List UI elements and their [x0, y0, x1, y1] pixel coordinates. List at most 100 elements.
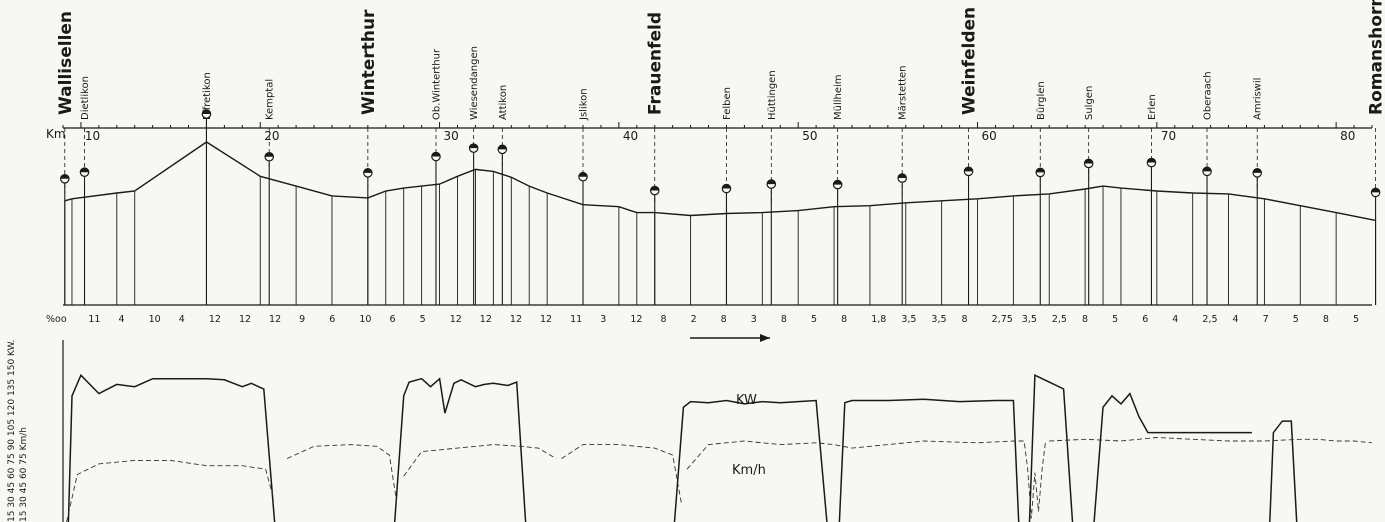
- gradient-value: 11: [570, 314, 582, 325]
- gradient-value: 3,5: [931, 314, 946, 325]
- station-marker-fill: [265, 152, 274, 157]
- kmh-curve: [66, 459, 274, 522]
- station-label: Frauenfeld: [646, 12, 666, 115]
- kw-curve: [1093, 392, 1252, 522]
- station-label: Romanshorn: [1367, 0, 1385, 115]
- station-marker-fill: [833, 180, 842, 185]
- kmh-curve: [286, 444, 397, 501]
- gradient-value: 2: [691, 314, 697, 325]
- gradient-value: 8: [1323, 314, 1329, 325]
- gradient-value: 12: [239, 314, 251, 325]
- station-marker-fill: [202, 109, 211, 114]
- station-label: Felben: [722, 87, 733, 120]
- station-marker-fill: [964, 167, 973, 172]
- station-marker-fill: [650, 186, 659, 191]
- kmh-curve: [686, 440, 1047, 519]
- station-marker-fill: [1371, 188, 1380, 193]
- station-label: Ob.Winterthur: [431, 48, 442, 120]
- gradient-value: 10: [149, 314, 161, 325]
- gradient-value: 10: [359, 314, 371, 325]
- km-tick-label: 50: [802, 129, 817, 143]
- gradient-value: 2,5: [1052, 314, 1067, 325]
- station-label: Attikon: [498, 85, 509, 120]
- kmh-curve: [403, 444, 557, 477]
- gradient-value: 3: [600, 314, 606, 325]
- km-tick-label: 10: [85, 129, 100, 143]
- gradient-value: 1,8: [871, 314, 886, 325]
- km-axis-label: Km: [46, 127, 66, 141]
- gradient-value: 5: [1293, 314, 1299, 325]
- elevation-profile: [63, 141, 1377, 306]
- station-label: Winterthur: [359, 9, 379, 115]
- km-tick-label: 60: [982, 129, 997, 143]
- gradient-value: 8: [1082, 314, 1088, 325]
- station-label: Effretikon: [202, 72, 213, 120]
- gradient-value: 8: [962, 314, 968, 325]
- station-label: Sulgen: [1084, 86, 1095, 120]
- station-label: Amriswil: [1253, 78, 1264, 120]
- station-marker-fill: [60, 174, 69, 179]
- gradient-value: 5: [811, 314, 817, 325]
- gradient-value: 6: [389, 314, 395, 325]
- series-label-kmh: Km/h: [732, 463, 766, 478]
- station-labels: Wallisellen Dietlikon Effretikon Kemptal Win…: [56, 0, 1385, 121]
- station-label: Weinfelden: [960, 7, 980, 115]
- km-tick-label: 80: [1340, 129, 1355, 143]
- gradient-value: 6: [1142, 314, 1148, 325]
- kw-curve: [838, 398, 1020, 522]
- station-label: Erlen: [1147, 94, 1158, 120]
- gradient-value: 12: [540, 314, 552, 325]
- station-marker-fill: [1202, 167, 1212, 172]
- km-tick-label: 70: [1161, 129, 1176, 143]
- station-marker-fill: [80, 167, 89, 173]
- gradient-value: 5: [1112, 314, 1118, 325]
- gradient-value: 4: [1233, 314, 1239, 325]
- gradient-value: 3: [751, 314, 757, 325]
- gradient-value: 5: [1353, 314, 1359, 325]
- station-marker-fill: [1084, 159, 1093, 164]
- gradient-value: 8: [841, 314, 847, 325]
- gradient-value: 11: [88, 314, 100, 325]
- gradient-value: 4: [179, 314, 185, 325]
- gradient-value: 3,5: [1022, 314, 1037, 325]
- station-marker-fill: [1147, 158, 1156, 163]
- gradient-value: 9: [299, 314, 305, 325]
- station-marker-fill: [578, 172, 588, 177]
- kw-curve: [673, 399, 828, 522]
- station-label: Hüttingen: [767, 70, 778, 120]
- station-label: Oberaach: [1203, 71, 1214, 120]
- station-marker-fill: [431, 152, 441, 157]
- station-marker-fill: [498, 145, 507, 150]
- station-marker-fill: [897, 173, 907, 179]
- km-axis: Km 10 20 30 40 50 60 70 80: [46, 122, 1373, 143]
- kmh-curve: [1049, 437, 1373, 444]
- profile-line: [64, 141, 1376, 222]
- gradient-row: %oo 11 4 10 4 12 12 12 9 6 10 6 5 12 12 12 12 11 3 12 8 2 8 3 8…: [46, 314, 1359, 325]
- gradient-value: 7: [1263, 314, 1269, 325]
- gradient-unit-label: %oo: [46, 314, 67, 325]
- gradient-value: 12: [450, 314, 462, 325]
- kw-axis-label: 15 30 45 60 75 90 105 120 135 150 KW.: [7, 340, 17, 522]
- km-tick-label: 20: [264, 129, 279, 143]
- station-label: Märstetten: [898, 66, 909, 120]
- gradient-value: 5: [420, 314, 426, 325]
- gradient-value: 12: [630, 314, 642, 325]
- gradient-value: 12: [480, 314, 492, 325]
- station-marker-fill: [363, 168, 373, 173]
- kw-curve: [67, 373, 276, 522]
- gradient-value: 8: [660, 314, 666, 325]
- station-marker-fill: [469, 143, 478, 149]
- kw-curve: [393, 377, 527, 522]
- gradient-value: 8: [721, 314, 727, 325]
- station-label: Kemptal: [265, 79, 276, 120]
- station-marker-fill: [767, 179, 776, 185]
- station-label: Jslikon: [579, 88, 590, 121]
- station-label: Dietlikon: [80, 76, 91, 120]
- station-label: Wallisellen: [56, 11, 76, 115]
- gradient-value: 8: [781, 314, 787, 325]
- gradient-value: 3,5: [901, 314, 916, 325]
- gradient-value: 4: [119, 314, 125, 325]
- direction-arrow: [690, 334, 770, 342]
- gradient-value: 2,5: [1202, 314, 1217, 325]
